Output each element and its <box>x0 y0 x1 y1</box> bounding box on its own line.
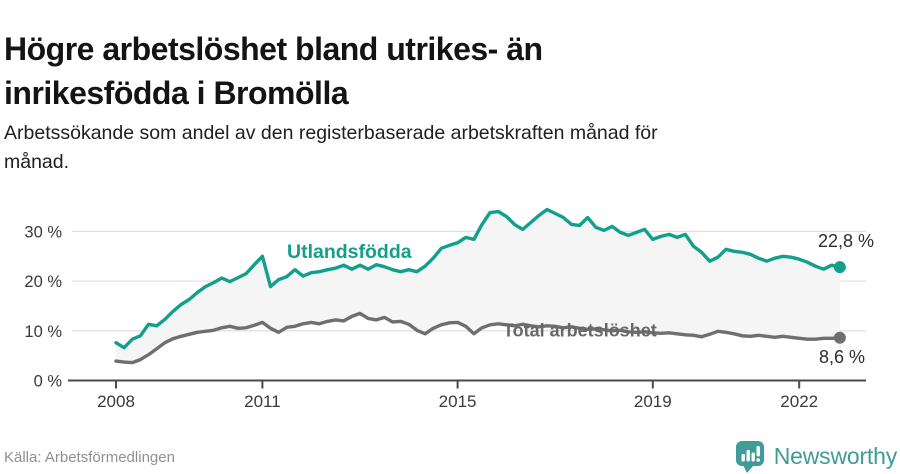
series-line-total <box>114 311 842 365</box>
y-axis-label-10: 10 % <box>24 323 62 341</box>
brand-logo: Newsworthy <box>734 438 897 474</box>
newsworthy-icon <box>735 441 764 473</box>
end-dot-total <box>833 331 846 344</box>
end-value-label-utlandsfodda: 22,8 % <box>818 231 874 251</box>
series-line-utlandsfodda <box>114 207 842 350</box>
series-label-total: Total arbetslöshet <box>503 321 657 341</box>
x-axis-label-2008: 2008 <box>97 392 135 411</box>
brand-name: Newsworthy <box>773 442 897 469</box>
y-axis-label-20: 20 % <box>24 273 62 291</box>
x-axis-label-2015: 2015 <box>439 392 477 411</box>
series-label-utlandsfodda: Utlandsfödda <box>287 241 412 263</box>
axes: 0 % 10 % 20 % 30 % 2008 2011 2015 2019 2022 <box>24 223 866 411</box>
end-value-label-total: 8,6 % <box>819 347 865 367</box>
x-axis-label-2022: 2022 <box>780 392 818 411</box>
page-title: Högre arbetslöshet bland utrikes- än inr… <box>4 31 543 112</box>
source-caption: Källa: Arbetsförmedlingen <box>4 449 175 466</box>
series-lines <box>114 207 846 365</box>
chart-labels: Utlandsfödda Total arbetslöshet 22,8 % 8… <box>287 231 874 367</box>
x-axis-label-2011: 2011 <box>244 392 281 411</box>
y-axis-label-30: 30 % <box>24 223 62 241</box>
page-subtitle: Arbetssökande som andel av den registerb… <box>4 121 658 173</box>
end-dot-utlandsfodda <box>833 261 846 274</box>
x-axis-label-2019: 2019 <box>634 392 672 411</box>
y-axis-label-0: 0 % <box>34 373 63 391</box>
